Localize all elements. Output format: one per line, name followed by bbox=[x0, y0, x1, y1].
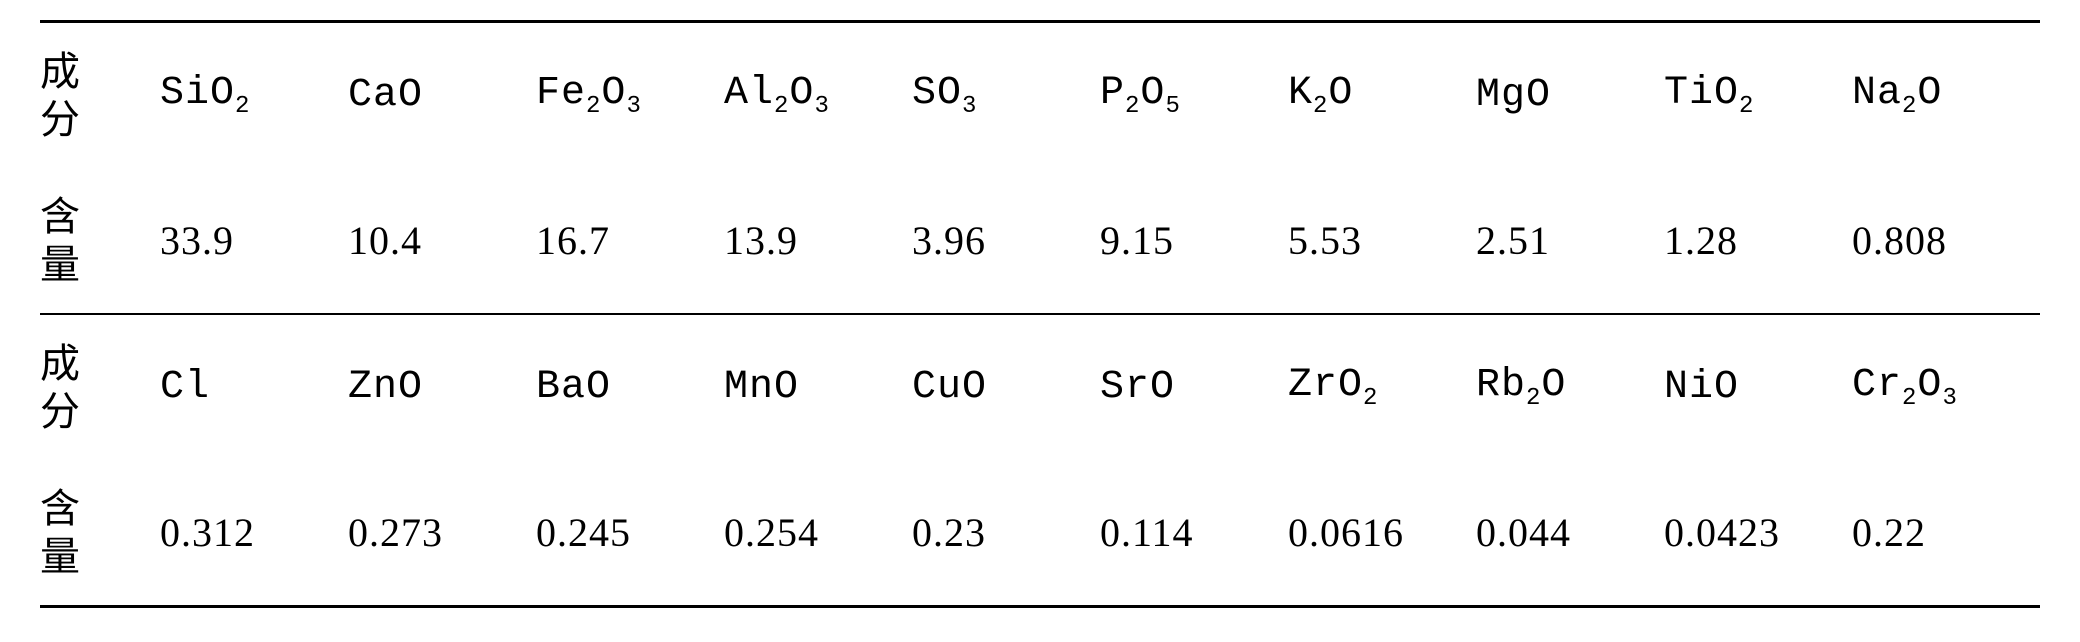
value-cell: 5.53 bbox=[1288, 168, 1476, 314]
row-header-label: 成分 bbox=[40, 48, 120, 144]
table-row: 成分 Cl ZnO BaO MnO CuO SrO ZrO2 Rb2O NiO … bbox=[40, 314, 2040, 460]
composition-table: 成分 SiO2 CaO Fe2O3 Al2O3 SO3 P2O5 K2O MgO… bbox=[40, 20, 2040, 608]
compound-cell: MgO bbox=[1476, 22, 1664, 169]
value-cell: 2.51 bbox=[1476, 168, 1664, 314]
value-cell: 33.9 bbox=[160, 168, 348, 314]
value-cell: 0.114 bbox=[1100, 460, 1288, 607]
compound-cell: Rb2O bbox=[1476, 314, 1664, 460]
value-cell: 1.28 bbox=[1664, 168, 1852, 314]
value-cell: 10.4 bbox=[348, 168, 536, 314]
compound-cell: CuO bbox=[912, 314, 1100, 460]
compound-cell: ZnO bbox=[348, 314, 536, 460]
value-cell: 0.273 bbox=[348, 460, 536, 607]
compound-cell: K2O bbox=[1288, 22, 1476, 169]
compound-cell: SrO bbox=[1100, 314, 1288, 460]
row-header-component: 成分 bbox=[40, 22, 160, 169]
value-cell: 0.0616 bbox=[1288, 460, 1476, 607]
compound-cell: SiO2 bbox=[160, 22, 348, 169]
compound-cell: NiO bbox=[1664, 314, 1852, 460]
compound-cell: Na2O bbox=[1852, 22, 2040, 169]
compound-cell: Fe2O3 bbox=[536, 22, 724, 169]
compound-cell: Al2O3 bbox=[724, 22, 912, 169]
compound-cell: MnO bbox=[724, 314, 912, 460]
value-cell: 16.7 bbox=[536, 168, 724, 314]
value-cell: 0.0423 bbox=[1664, 460, 1852, 607]
row-header-component: 成分 bbox=[40, 314, 160, 460]
table-row: 含量 0.312 0.273 0.245 0.254 0.23 0.114 0.… bbox=[40, 460, 2040, 607]
value-cell: 0.808 bbox=[1852, 168, 2040, 314]
value-cell: 3.96 bbox=[912, 168, 1100, 314]
compound-cell: Cl bbox=[160, 314, 348, 460]
value-cell: 0.254 bbox=[724, 460, 912, 607]
value-cell: 9.15 bbox=[1100, 168, 1288, 314]
composition-table-container: 成分 SiO2 CaO Fe2O3 Al2O3 SO3 P2O5 K2O MgO… bbox=[0, 0, 2080, 642]
value-cell: 0.22 bbox=[1852, 460, 2040, 607]
row-header-content: 含量 bbox=[40, 168, 160, 314]
value-cell: 0.312 bbox=[160, 460, 348, 607]
row-header-label: 含量 bbox=[40, 485, 120, 581]
compound-cell: ZrO2 bbox=[1288, 314, 1476, 460]
value-cell: 0.044 bbox=[1476, 460, 1664, 607]
table-row: 含量 33.9 10.4 16.7 13.9 3.96 9.15 5.53 2.… bbox=[40, 168, 2040, 314]
compound-cell: SO3 bbox=[912, 22, 1100, 169]
compound-cell: BaO bbox=[536, 314, 724, 460]
value-cell: 13.9 bbox=[724, 168, 912, 314]
row-header-content: 含量 bbox=[40, 460, 160, 607]
compound-cell: P2O5 bbox=[1100, 22, 1288, 169]
table-row: 成分 SiO2 CaO Fe2O3 Al2O3 SO3 P2O5 K2O MgO… bbox=[40, 22, 2040, 169]
compound-cell: CaO bbox=[348, 22, 536, 169]
value-cell: 0.23 bbox=[912, 460, 1100, 607]
value-cell: 0.245 bbox=[536, 460, 724, 607]
row-header-label: 含量 bbox=[40, 193, 120, 289]
compound-cell: Cr2O3 bbox=[1852, 314, 2040, 460]
compound-cell: TiO2 bbox=[1664, 22, 1852, 169]
row-header-label: 成分 bbox=[40, 340, 120, 436]
